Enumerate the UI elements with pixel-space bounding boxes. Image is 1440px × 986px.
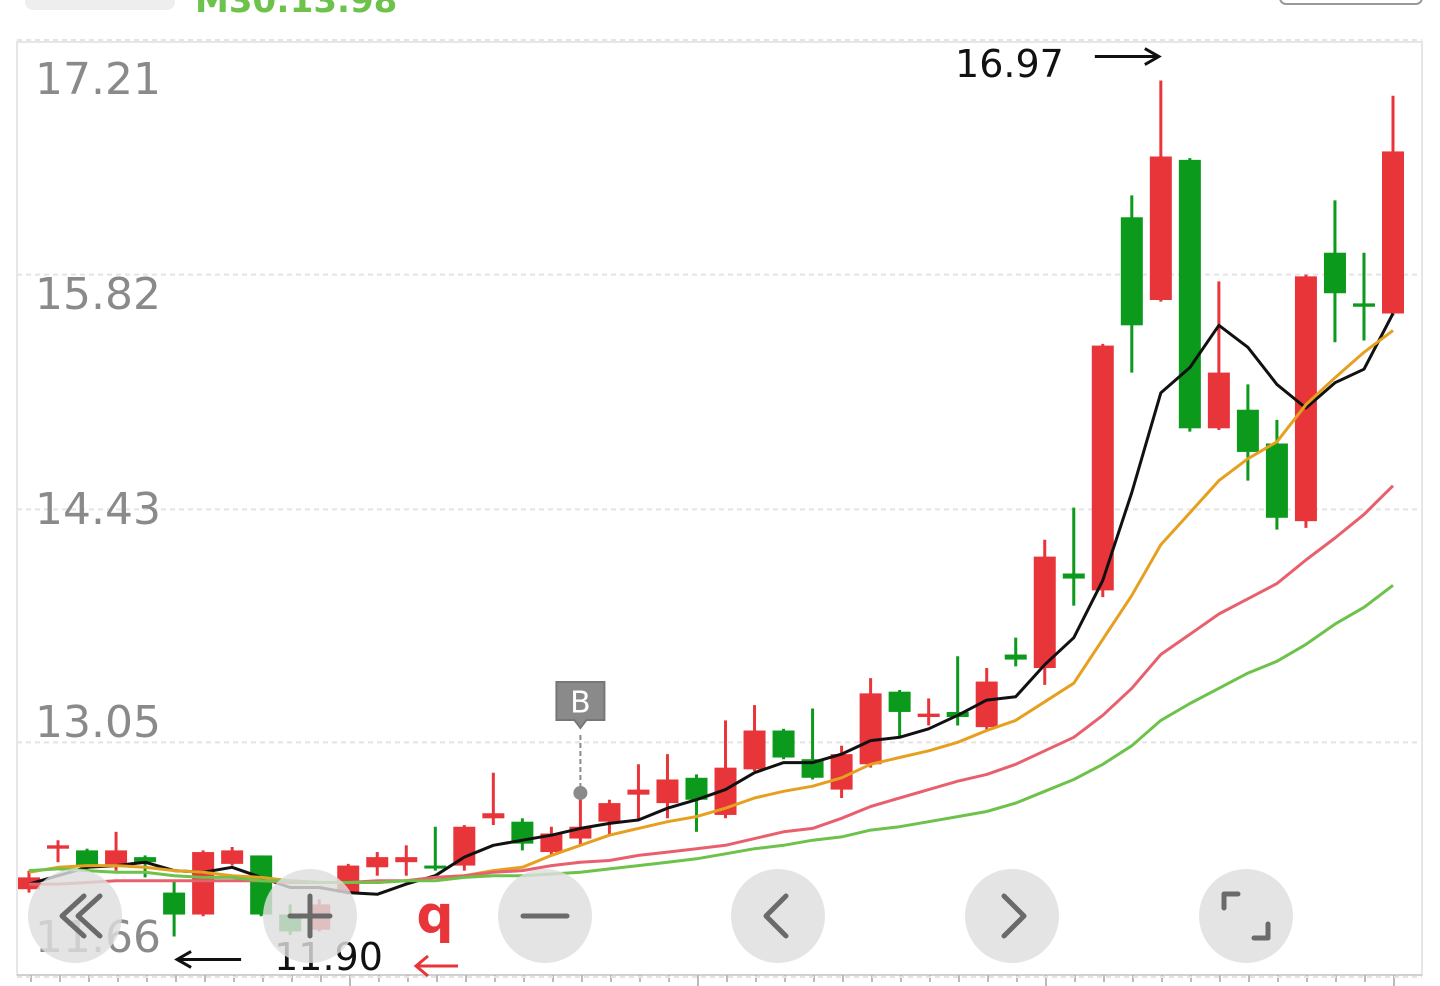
candle-body [888,691,911,712]
candle-body [1294,276,1317,522]
candle-body [1207,372,1230,429]
candle-body [192,852,215,915]
candle-body [830,754,853,790]
arrow-head [174,950,192,969]
candle-body [1120,217,1143,326]
ma-line [29,484,1395,886]
toolbar-icon [1001,893,1027,939]
candle-body [1323,252,1346,294]
ma-line [28,584,1394,884]
top-tab [25,0,175,10]
y-tick-label: 15.82 [35,269,161,320]
candle-body [772,730,795,758]
candle-body [1062,573,1085,579]
y-tick-label: 14.43 [35,484,161,535]
marker-dot [573,785,588,800]
candle-body [47,845,70,849]
candle-body [1091,345,1114,591]
candle-body [975,681,998,728]
candle-body [482,813,505,819]
candle-body [134,857,157,863]
candle-body [1149,156,1172,300]
candle-body [598,803,621,822]
candle-body [569,826,592,839]
ma-line [28,329,1394,884]
candle-body [685,777,708,800]
toolbar-icon [287,893,333,939]
marker-badge [555,681,606,730]
candle-body [1382,151,1404,314]
candle-body [917,713,940,718]
candle-body [221,850,244,864]
toolbar-icon [763,893,789,939]
toolbar-button[interactable] [28,869,122,963]
candle-body [743,730,766,770]
candle-body [1236,409,1259,452]
candle-body [656,779,679,804]
arrow-head [1144,47,1162,66]
candle-body [714,767,737,815]
candle-body [76,850,99,868]
toolbar-icon [59,893,103,939]
toolbar-button[interactable] [1199,869,1293,963]
toolbar-button[interactable] [965,869,1059,963]
candle-body [424,865,447,869]
candle-body [366,857,389,868]
toolbar-q[interactable]: q [416,885,453,945]
top-button[interactable] [1279,0,1423,5]
candle-body [1004,654,1027,660]
max-label: 16.97 [955,42,1064,86]
indicator-text: M30:13.98 [195,0,397,21]
candle-body [859,693,882,765]
y-tick-label: 13.05 [35,697,161,748]
candle-body [395,857,418,863]
candle-body [1265,443,1288,518]
toolbar-icon [1221,891,1271,941]
candle-body [1352,303,1375,307]
candle-body [540,833,563,853]
toolbar-q-arrow [413,954,458,978]
candle-body [627,789,650,795]
candle-body [1033,556,1056,669]
candle-body [1178,159,1201,429]
candle-body [163,892,186,915]
toolbar-button[interactable] [731,869,825,963]
y-tick-label: 17.21 [35,54,161,105]
candle-body [453,826,476,866]
candle-body [105,850,128,866]
marker-label: B [570,686,591,721]
